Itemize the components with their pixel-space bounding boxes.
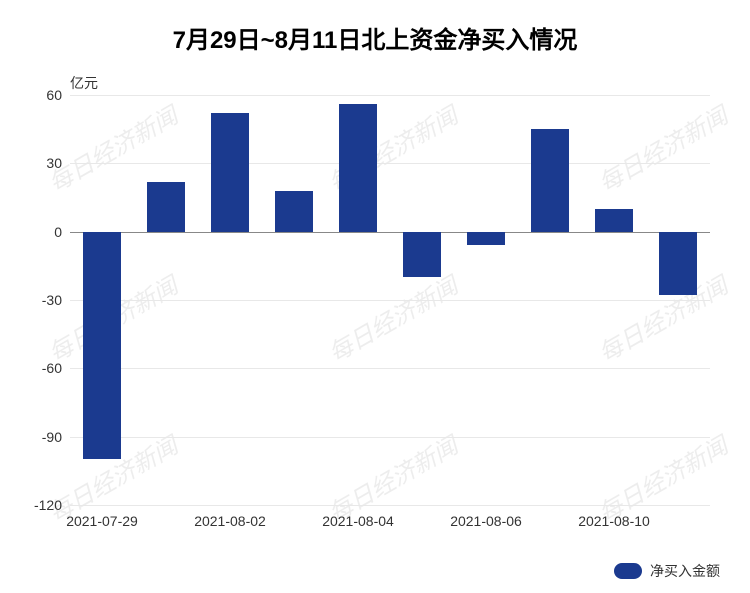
gridline	[70, 300, 710, 301]
gridline	[70, 505, 710, 506]
y-tick-label: -30	[42, 292, 62, 308]
chart-title: 7月29日~8月11日北上资金净买入情况	[0, 0, 750, 55]
gridline	[70, 232, 710, 233]
y-tick-label: 60	[46, 87, 62, 103]
legend-label: 净买入金额	[650, 561, 720, 581]
bar	[531, 129, 569, 232]
y-tick-label: -60	[42, 360, 62, 376]
legend: 净买入金额	[614, 561, 720, 581]
bar	[339, 104, 377, 232]
bar	[83, 232, 121, 460]
chart-container: 7月29日~8月11日北上资金净买入情况 亿元 每日经济新闻每日经济新闻每日经济…	[0, 0, 750, 593]
x-tick-label: 2021-08-02	[194, 513, 266, 529]
x-tick-label: 2021-08-04	[322, 513, 394, 529]
x-tick-label: 2021-07-29	[66, 513, 138, 529]
x-tick-label: 2021-08-10	[578, 513, 650, 529]
legend-swatch	[614, 563, 642, 579]
bar	[211, 113, 249, 231]
bar	[595, 209, 633, 232]
bar	[275, 191, 313, 232]
y-tick-label: -90	[42, 429, 62, 445]
y-tick-label: 30	[46, 155, 62, 171]
y-axis-unit: 亿元	[70, 73, 98, 93]
bar	[467, 232, 505, 246]
gridline	[70, 163, 710, 164]
plot-area: -120-90-60-3003060 2021-07-292021-08-022…	[70, 95, 710, 505]
bar	[659, 232, 697, 296]
gridline	[70, 437, 710, 438]
bar	[403, 232, 441, 278]
x-tick-label: 2021-08-06	[450, 513, 522, 529]
gridline	[70, 95, 710, 96]
bar	[147, 182, 185, 232]
y-tick-label: -120	[34, 497, 62, 513]
gridline	[70, 368, 710, 369]
y-tick-label: 0	[54, 224, 62, 240]
